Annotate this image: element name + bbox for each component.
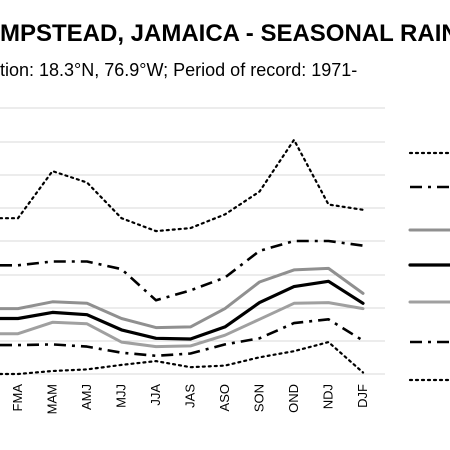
x-tick-label: DJF xyxy=(355,384,370,408)
series-line-2 xyxy=(0,239,364,302)
x-tick-label: AMJ xyxy=(79,384,94,410)
x-tick-label: MAM xyxy=(45,384,60,414)
series-line-3 xyxy=(0,266,365,330)
x-tick-labels: FMA MAM AMJ MJJ JJA JAS ASO SON OND NDJ DJF xyxy=(10,384,370,415)
x-tick-label: MJJ xyxy=(114,384,129,408)
series-line-4 xyxy=(0,279,365,341)
series-line-5 xyxy=(0,301,365,349)
chart-subtitle-text: tion: 18.3°N, 76.9°W; Period of record: … xyxy=(0,60,358,80)
x-tick-label: OND xyxy=(286,384,301,413)
x-tick-label: NDJ xyxy=(321,384,336,409)
legend xyxy=(408,151,450,382)
chart-title: MPSTEAD, JAMAICA - SEASONAL RAINF xyxy=(0,20,450,54)
series-line-7 xyxy=(0,341,365,376)
x-tick-label: JJA xyxy=(148,384,163,406)
x-tick-label: FMA xyxy=(10,384,25,412)
x-tick-label: SON xyxy=(252,384,267,412)
x-tick-label: ASO xyxy=(217,384,232,411)
chart-subtitle: tion: 18.3°N, 76.9°W; Period of record: … xyxy=(0,60,450,84)
series-line-1 xyxy=(0,138,365,233)
series-lines xyxy=(0,138,365,376)
gridlines xyxy=(0,107,385,342)
x-tick-label: JAS xyxy=(183,384,198,408)
chart-title-text: MPSTEAD, JAMAICA - SEASONAL RAINF xyxy=(0,20,450,47)
series-line-6 xyxy=(0,317,364,358)
